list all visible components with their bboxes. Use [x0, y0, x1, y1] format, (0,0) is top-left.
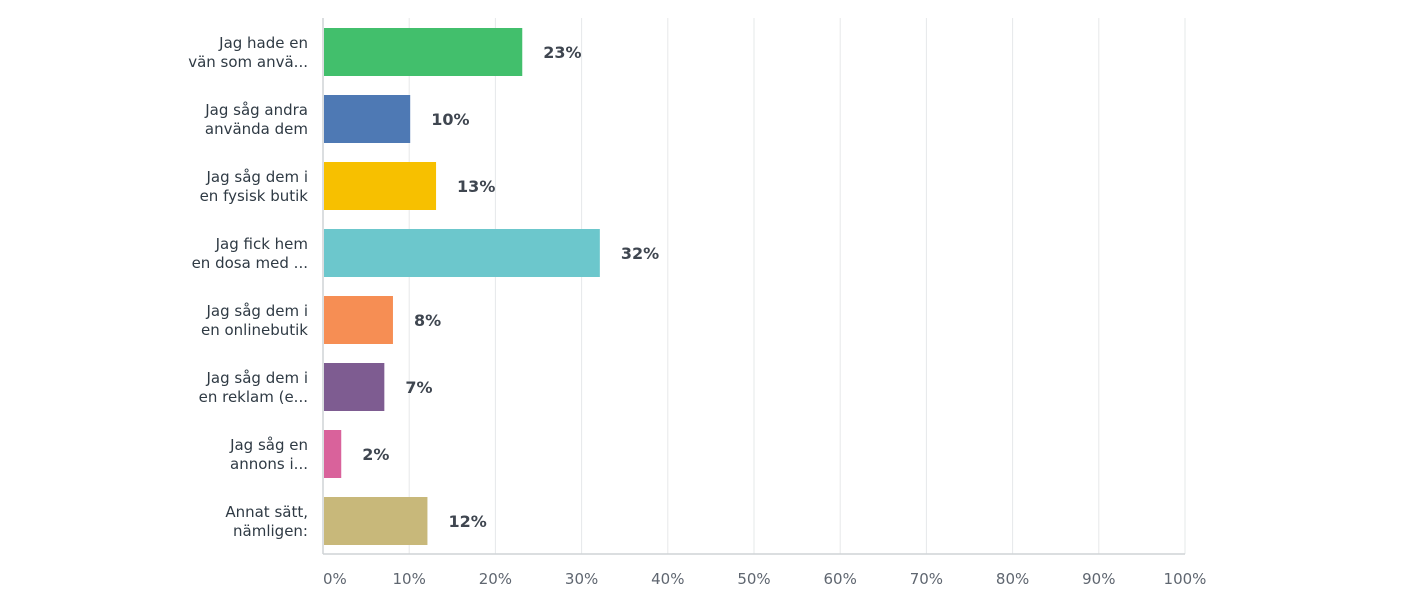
category-label: Jag såg dem i	[206, 168, 309, 186]
bar	[324, 497, 428, 545]
x-tick-label: 50%	[737, 570, 770, 588]
bar	[324, 95, 411, 143]
value-label: 13%	[457, 177, 495, 196]
category-label: Jag såg en	[229, 436, 308, 454]
value-label: 7%	[405, 378, 432, 397]
x-tick-labels: 0% 10% 20% 30% 40% 50% 60% 70% 80% 90% 100%	[323, 570, 1206, 588]
category-label: en dosa med ...	[192, 254, 308, 272]
bar	[324, 363, 385, 411]
bar	[324, 296, 393, 344]
x-tick-label: 80%	[996, 570, 1029, 588]
category-label: en reklam (e...	[199, 388, 308, 406]
value-label: 32%	[621, 244, 659, 263]
category-label: använda dem	[205, 120, 308, 138]
value-label: 10%	[431, 110, 469, 129]
category-label: Jag såg dem i	[206, 369, 309, 387]
category-label: annons i...	[230, 455, 308, 473]
x-tick-label: 70%	[910, 570, 943, 588]
bar	[324, 430, 342, 478]
value-label: 8%	[414, 311, 441, 330]
value-label: 2%	[362, 445, 389, 464]
category-label: en onlinebutik	[201, 321, 308, 339]
value-label: 23%	[543, 43, 581, 62]
x-tick-label: 60%	[824, 570, 857, 588]
gridlines	[408, 18, 1186, 554]
category-label: Annat sätt,	[225, 503, 308, 521]
value-label: 12%	[448, 512, 486, 531]
bar	[324, 229, 600, 277]
x-tick-label: 20%	[479, 570, 512, 588]
category-label: Jag fick hem	[215, 235, 308, 253]
category-label: en fysisk butik	[200, 187, 309, 205]
category-label: nämligen:	[233, 522, 308, 540]
x-tick-label: 0%	[323, 570, 347, 588]
axes	[322, 18, 1185, 555]
category-label: Jag hade en	[218, 34, 308, 52]
bars	[324, 28, 600, 545]
bar	[324, 28, 523, 76]
x-tick-label: 40%	[651, 570, 684, 588]
category-label: Jag såg andra	[204, 101, 308, 119]
bar	[324, 162, 437, 210]
x-tick-label: 90%	[1082, 570, 1115, 588]
value-labels: 23% 10% 13% 32% 8% 7% 2% 12%	[362, 43, 659, 531]
x-tick-label: 30%	[565, 570, 598, 588]
x-tick-label: 100%	[1164, 570, 1207, 588]
x-tick-label: 10%	[393, 570, 426, 588]
category-label: Jag såg dem i	[206, 302, 309, 320]
category-label: vän som anvä...	[188, 53, 308, 71]
